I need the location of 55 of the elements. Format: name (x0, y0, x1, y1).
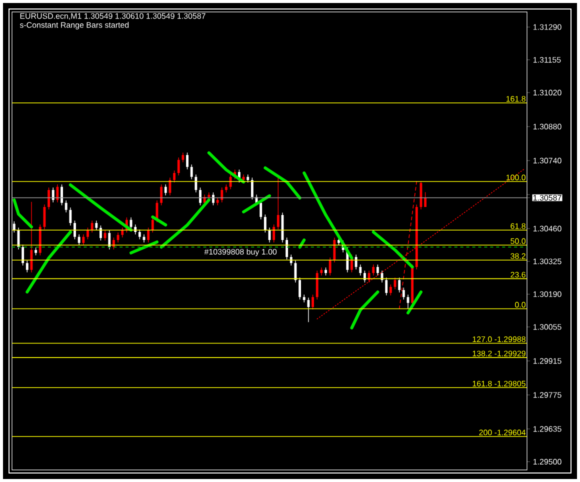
candlestick (177, 157, 180, 176)
candlestick (147, 227, 150, 243)
candlestick (372, 264, 375, 276)
candlestick (368, 270, 370, 283)
candlestick (86, 227, 89, 240)
candlestick (190, 164, 193, 180)
candlestick (60, 184, 63, 206)
candlestick (160, 184, 163, 206)
candlestick (95, 220, 98, 231)
candlestick (359, 264, 362, 276)
candlestick (26, 260, 28, 273)
candlestick (194, 174, 198, 193)
candlestick (398, 277, 401, 293)
candlestick (286, 237, 288, 260)
candlestick (312, 294, 314, 310)
candlestick (320, 267, 323, 276)
candlestick (424, 192, 427, 208)
candlestick (22, 244, 24, 266)
candlestick (199, 187, 202, 206)
candlestick (138, 229, 141, 240)
candlestick (389, 284, 392, 296)
candlestick (402, 287, 405, 300)
candlestick (333, 237, 336, 263)
candlestick (250, 177, 254, 200)
candlestick (220, 187, 224, 203)
candlestick (264, 214, 266, 233)
candlestick (104, 230, 106, 241)
candlestick (78, 234, 80, 246)
candlestick (385, 277, 388, 296)
candlestick (52, 187, 54, 203)
candlestick (173, 170, 176, 183)
candlestick (328, 257, 332, 276)
candlestick (182, 152, 184, 163)
candlestick (151, 217, 154, 233)
candlestick (186, 152, 188, 170)
candlestick (108, 230, 111, 250)
candlestick (354, 254, 358, 270)
candlestick (276, 176, 280, 230)
candlestick (229, 174, 232, 190)
candlestick (90, 220, 94, 233)
candlestick (307, 297, 310, 322)
candlestick (298, 277, 302, 300)
candlestick (376, 264, 379, 276)
candlestick (56, 184, 59, 203)
candlestick (48, 187, 50, 210)
candlestick (69, 207, 72, 226)
candlestick (74, 220, 76, 240)
candlestick (272, 224, 276, 243)
candlestick (64, 200, 68, 213)
candlestick (164, 184, 167, 196)
candlestick (364, 270, 366, 283)
candlestick (82, 234, 85, 246)
candlestick (100, 225, 102, 241)
candlestick (212, 192, 214, 206)
candlestick (121, 227, 124, 238)
